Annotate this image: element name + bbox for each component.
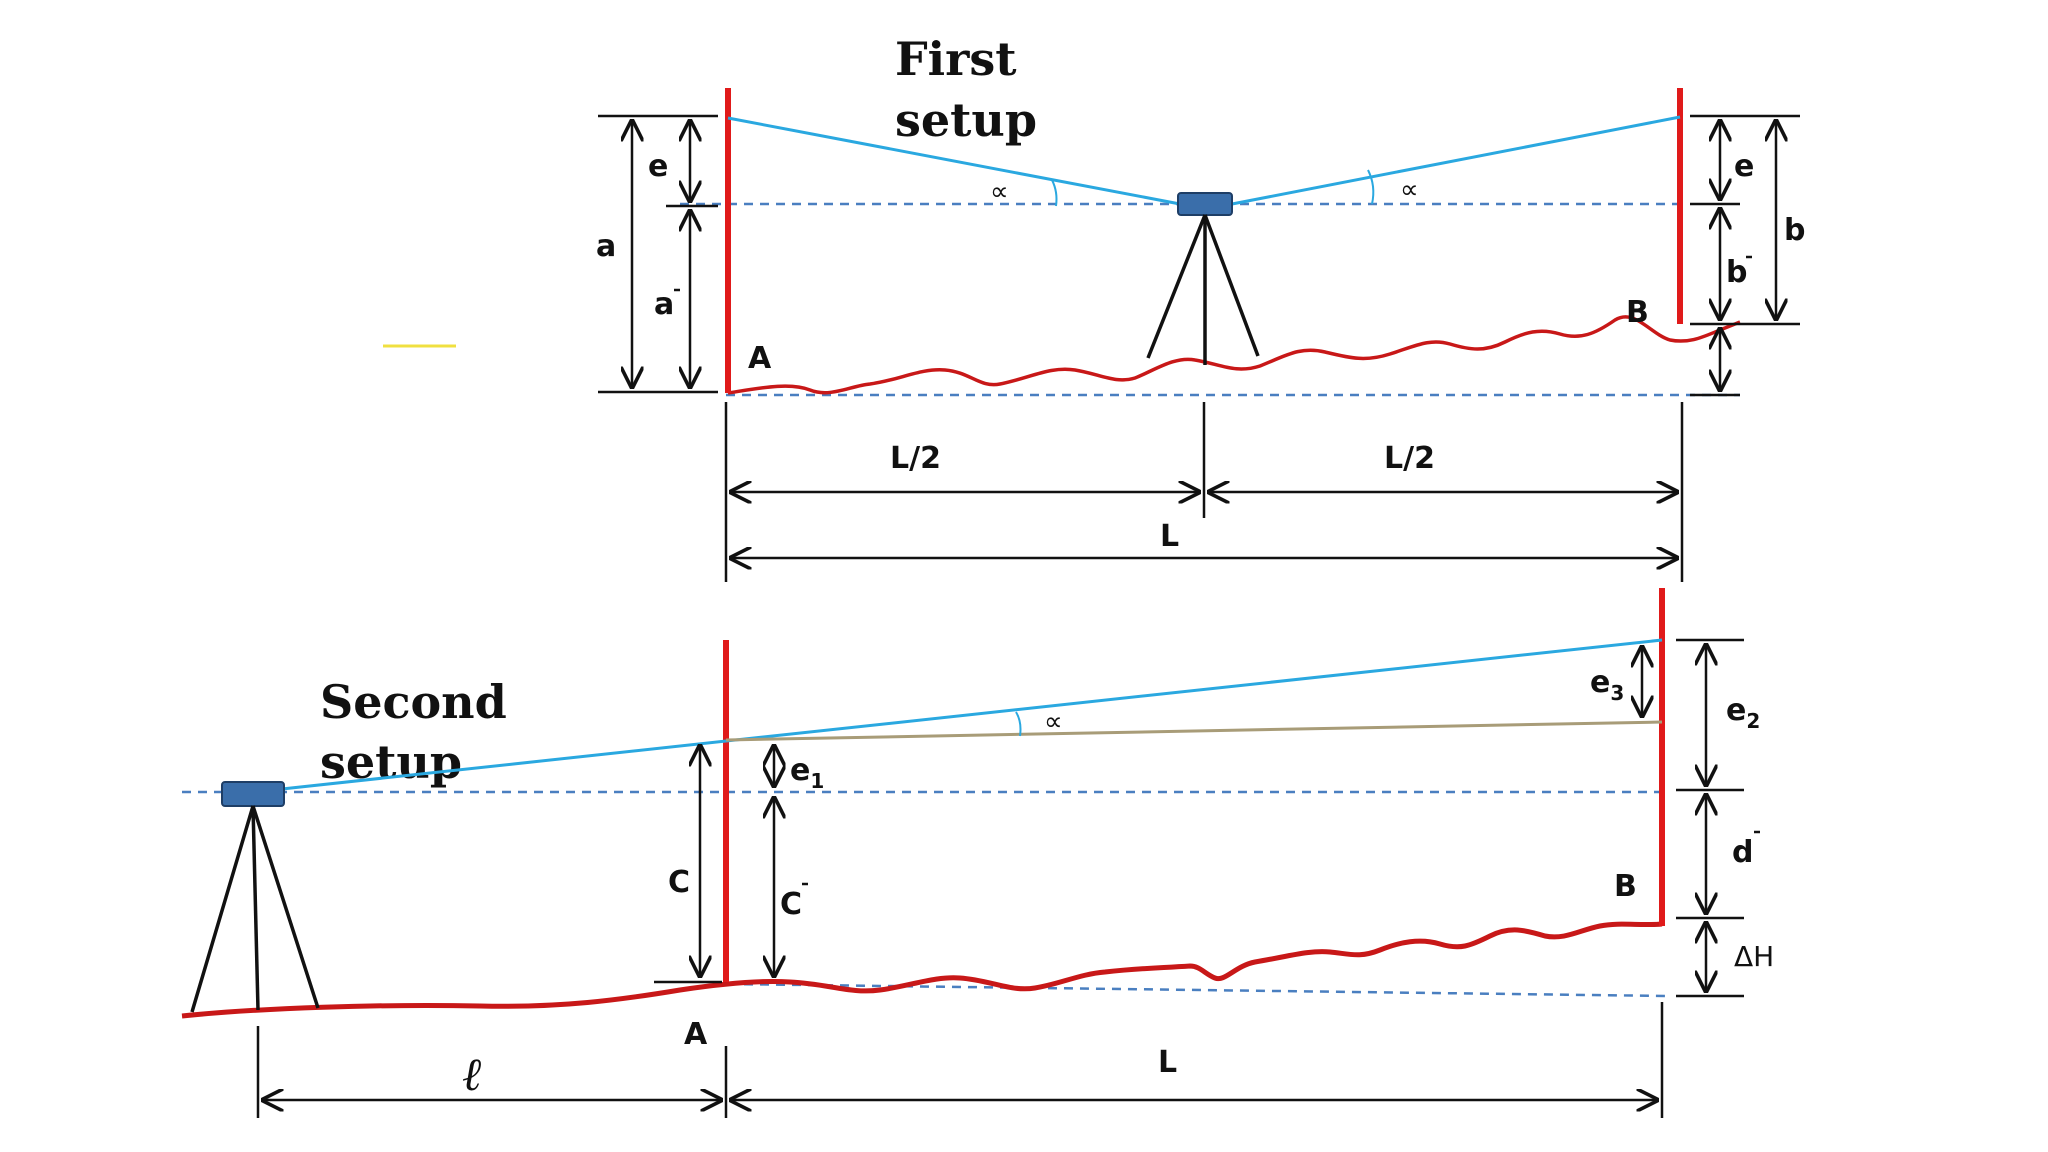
first-sight-line-right [1231,115,1681,206]
second-label-e2-sub: 2 [1746,709,1760,733]
second-label-e3-main: e [1590,665,1610,700]
second-parallel-line [725,720,1663,742]
second-label-e1-main: e [790,753,810,788]
second-label-e2-main: e [1726,693,1746,728]
first-label-a-prime: a [654,287,674,322]
first-setup: First setup ∝ ∝ e a a A [596,32,1805,582]
second-angle-arc [1015,711,1022,737]
first-angle-arc-right [1367,169,1375,205]
first-tripod-leg-left [1146,214,1207,359]
first-label-b-prime: b [1726,255,1747,290]
second-level-instrument [221,781,285,807]
first-alpha-right: ∝ [1400,175,1419,205]
second-tripod-leg-center [251,805,260,1011]
second-label-dH: ΔH [1734,940,1774,973]
first-level-instrument [1177,192,1233,216]
second-sight-line [253,638,1663,794]
first-setup-title-line2: setup [895,93,1037,147]
first-label-A: A [748,341,772,376]
first-label-L: L [1160,519,1179,554]
first-label-half-left: L/2 [890,441,941,476]
second-label-ell: ℓ [462,1047,482,1101]
second-label-e1-sub: 1 [810,769,824,793]
first-sight-line-left [727,116,1181,206]
first-label-b: b [1784,213,1805,248]
first-ground-profile [727,315,1741,395]
first-label-B: B [1626,295,1649,330]
first-setup-title-line1: First [895,32,1017,86]
second-label-e3-sub: 3 [1610,681,1624,705]
second-label-e2: e2 [1726,693,1760,733]
second-label-C-prime: C [780,887,802,922]
second-setup-title-line1: Second [320,675,507,729]
second-setup-title-line2: setup [320,735,462,789]
second-label-L: L [1158,1045,1177,1080]
second-setup: Second setup ∝ C C e1 [181,588,1774,1118]
first-label-e-left: e [648,149,668,184]
first-label-e-right: e [1734,149,1754,184]
first-tripod-leg-right [1203,214,1260,357]
second-base-dashed-line [727,982,1669,998]
second-label-e3: e3 [1590,665,1624,705]
second-label-d-prime: d [1732,835,1753,870]
first-label-half-right: L/2 [1384,441,1435,476]
second-tripod-leg-left [190,805,255,1013]
first-label-a: a [596,229,616,264]
second-ground-profile [181,921,1663,1019]
second-label-C: C [668,865,690,900]
second-label-e1: e1 [790,753,824,793]
second-label-A: A [684,1017,708,1052]
second-alpha: ∝ [1044,707,1063,737]
second-label-B: B [1614,869,1637,904]
first-angle-arc-left [1051,179,1058,207]
first-alpha-left: ∝ [990,177,1009,207]
second-tripod-leg-right [251,805,320,1009]
